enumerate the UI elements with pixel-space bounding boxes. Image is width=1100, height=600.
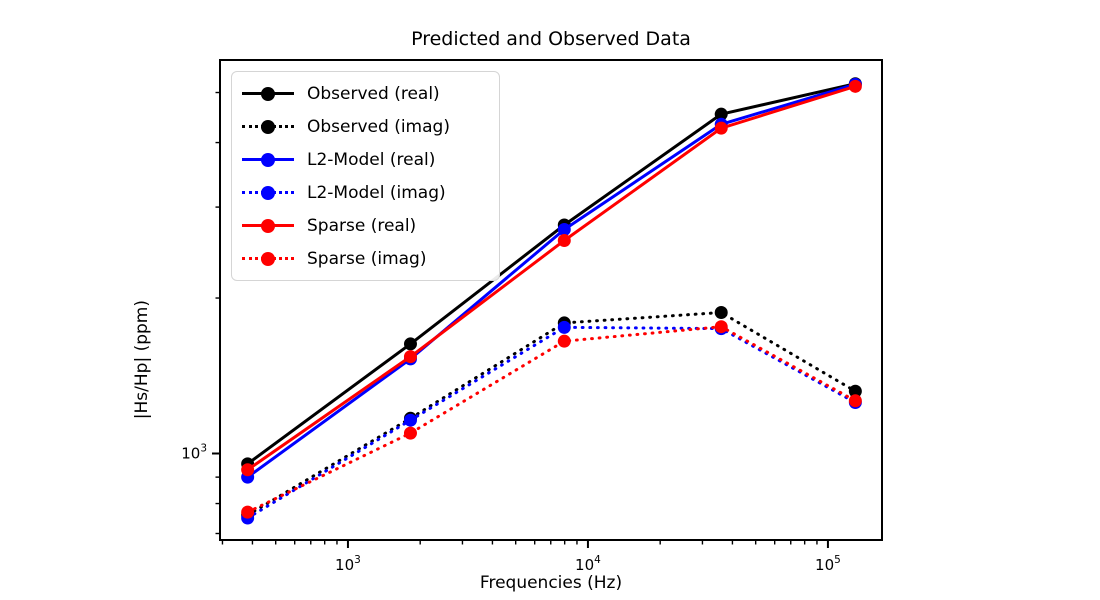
data-point-marker (848, 384, 862, 398)
data-point-marker (403, 426, 417, 440)
legend-sample-l2-real (242, 152, 294, 168)
legend-box: Observed (real) Observed (imag) L2-Model… (231, 71, 500, 281)
legend-sample-sparse-real (242, 218, 294, 234)
legend-label-l2-imag: L2-Model (imag) (307, 182, 446, 203)
legend-entry-l2-real: L2-Model (real) (242, 143, 489, 176)
data-point-marker (714, 107, 728, 121)
legend-label-observed-imag: Observed (imag) (307, 116, 450, 137)
legend-sample-observed-real (242, 86, 294, 102)
data-point-marker (403, 350, 417, 364)
data-point-marker (241, 505, 255, 519)
data-point-marker (714, 121, 728, 135)
data-point-marker (241, 463, 255, 477)
series-line-5 (246, 325, 857, 514)
series-line-3 (246, 325, 857, 520)
chart-title: Predicted and Observed Data (411, 28, 691, 50)
legend-sample-observed-imag (242, 119, 294, 135)
legend-sample-l2-imag (242, 185, 294, 201)
series-line-1 (246, 311, 857, 517)
data-point-marker (557, 222, 571, 236)
tick-label: 103 (181, 442, 207, 462)
data-point-marker (848, 79, 862, 93)
x-axis-label: Frequencies (Hz) (479, 573, 623, 593)
data-point-marker (403, 337, 417, 351)
data-point-marker (557, 320, 571, 334)
data-point-marker (714, 320, 728, 334)
tick-label: 104 (575, 554, 601, 574)
data-point-marker (557, 233, 571, 247)
data-point-marker (714, 306, 728, 320)
data-point-marker (848, 394, 862, 408)
legend-entry-sparse-real: Sparse (real) (242, 209, 489, 242)
legend-entry-l2-imag: L2-Model (imag) (242, 176, 489, 209)
legend-label-observed-real: Observed (real) (307, 83, 440, 104)
legend-entry-observed-real: Observed (real) (242, 77, 489, 110)
legend-entry-observed-imag: Observed (imag) (242, 110, 489, 143)
legend-sample-sparse-imag (242, 251, 294, 267)
data-point-marker (403, 413, 417, 427)
tick-label: 105 (815, 554, 841, 574)
legend-label-l2-real: L2-Model (real) (307, 149, 436, 170)
legend-label-sparse-imag: Sparse (imag) (307, 248, 427, 269)
data-point-marker (557, 334, 571, 348)
legend-entry-sparse-imag: Sparse (imag) (242, 242, 489, 275)
tick-label: 103 (335, 554, 361, 574)
legend-label-sparse-real: Sparse (real) (307, 215, 417, 236)
